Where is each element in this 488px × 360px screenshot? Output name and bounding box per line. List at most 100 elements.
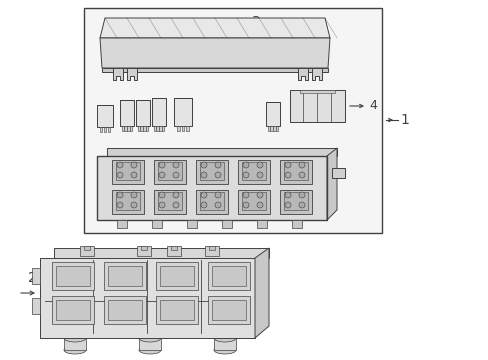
Bar: [196, 160, 227, 184]
Circle shape: [131, 202, 137, 208]
Circle shape: [215, 192, 221, 198]
Bar: [200, 162, 224, 180]
Polygon shape: [127, 68, 137, 80]
Circle shape: [285, 162, 290, 168]
Polygon shape: [100, 18, 329, 38]
Bar: [130, 126, 132, 131]
Text: 3: 3: [251, 15, 260, 29]
Circle shape: [215, 202, 221, 208]
Ellipse shape: [139, 346, 161, 354]
Circle shape: [159, 202, 164, 208]
Bar: [112, 190, 143, 214]
Bar: [200, 192, 224, 210]
Bar: [299, 90, 334, 93]
Bar: [112, 160, 143, 184]
Bar: [64, 338, 86, 350]
Bar: [104, 262, 146, 290]
Bar: [159, 126, 162, 131]
Bar: [143, 126, 145, 131]
Bar: [162, 126, 164, 131]
Bar: [141, 246, 147, 250]
Circle shape: [257, 192, 263, 198]
Bar: [280, 190, 311, 214]
Polygon shape: [32, 268, 40, 284]
Bar: [100, 127, 102, 132]
Bar: [84, 246, 90, 250]
Bar: [152, 220, 162, 228]
Circle shape: [298, 172, 305, 178]
Circle shape: [117, 202, 123, 208]
Circle shape: [131, 192, 137, 198]
Bar: [153, 126, 156, 131]
Circle shape: [285, 192, 290, 198]
Circle shape: [173, 202, 179, 208]
Bar: [196, 190, 227, 214]
Circle shape: [243, 192, 248, 198]
Bar: [124, 126, 126, 131]
Circle shape: [159, 172, 164, 178]
Circle shape: [201, 192, 206, 198]
Bar: [127, 126, 129, 131]
Bar: [137, 126, 140, 131]
Ellipse shape: [64, 346, 86, 354]
Bar: [289, 90, 345, 122]
Polygon shape: [97, 156, 326, 220]
Bar: [238, 190, 269, 214]
Bar: [108, 300, 142, 320]
Circle shape: [131, 162, 137, 168]
Circle shape: [257, 172, 263, 178]
Bar: [104, 296, 146, 324]
Bar: [160, 266, 194, 286]
Circle shape: [298, 202, 305, 208]
Bar: [120, 100, 134, 126]
Polygon shape: [102, 68, 327, 72]
Polygon shape: [107, 148, 336, 156]
Bar: [270, 126, 272, 131]
Bar: [154, 160, 185, 184]
Ellipse shape: [64, 334, 86, 342]
Polygon shape: [326, 148, 336, 220]
Bar: [156, 126, 159, 131]
Circle shape: [201, 162, 206, 168]
Bar: [156, 296, 198, 324]
Bar: [152, 98, 165, 126]
Polygon shape: [100, 38, 329, 68]
Bar: [265, 102, 280, 126]
Bar: [186, 126, 188, 131]
Polygon shape: [204, 246, 219, 256]
Circle shape: [201, 202, 206, 208]
Bar: [52, 262, 94, 290]
Bar: [140, 126, 142, 131]
Bar: [174, 98, 192, 126]
Circle shape: [159, 162, 164, 168]
Bar: [280, 160, 311, 184]
Circle shape: [117, 172, 123, 178]
Circle shape: [257, 202, 263, 208]
Circle shape: [243, 162, 248, 168]
Bar: [136, 100, 150, 126]
Circle shape: [173, 162, 179, 168]
Polygon shape: [331, 168, 345, 178]
Bar: [284, 192, 307, 210]
Polygon shape: [113, 68, 123, 80]
Text: 1: 1: [399, 113, 408, 127]
Bar: [291, 220, 302, 228]
Polygon shape: [40, 258, 254, 338]
Circle shape: [285, 172, 290, 178]
Bar: [182, 126, 184, 131]
Bar: [52, 296, 94, 324]
Bar: [107, 127, 110, 132]
Polygon shape: [254, 248, 268, 338]
Bar: [207, 296, 249, 324]
Circle shape: [243, 172, 248, 178]
Circle shape: [298, 162, 305, 168]
Bar: [97, 105, 113, 127]
Ellipse shape: [214, 346, 236, 354]
Circle shape: [173, 172, 179, 178]
Bar: [103, 127, 106, 132]
Bar: [139, 338, 161, 350]
Ellipse shape: [139, 334, 161, 342]
Bar: [208, 246, 215, 250]
Circle shape: [298, 192, 305, 198]
Circle shape: [159, 192, 164, 198]
